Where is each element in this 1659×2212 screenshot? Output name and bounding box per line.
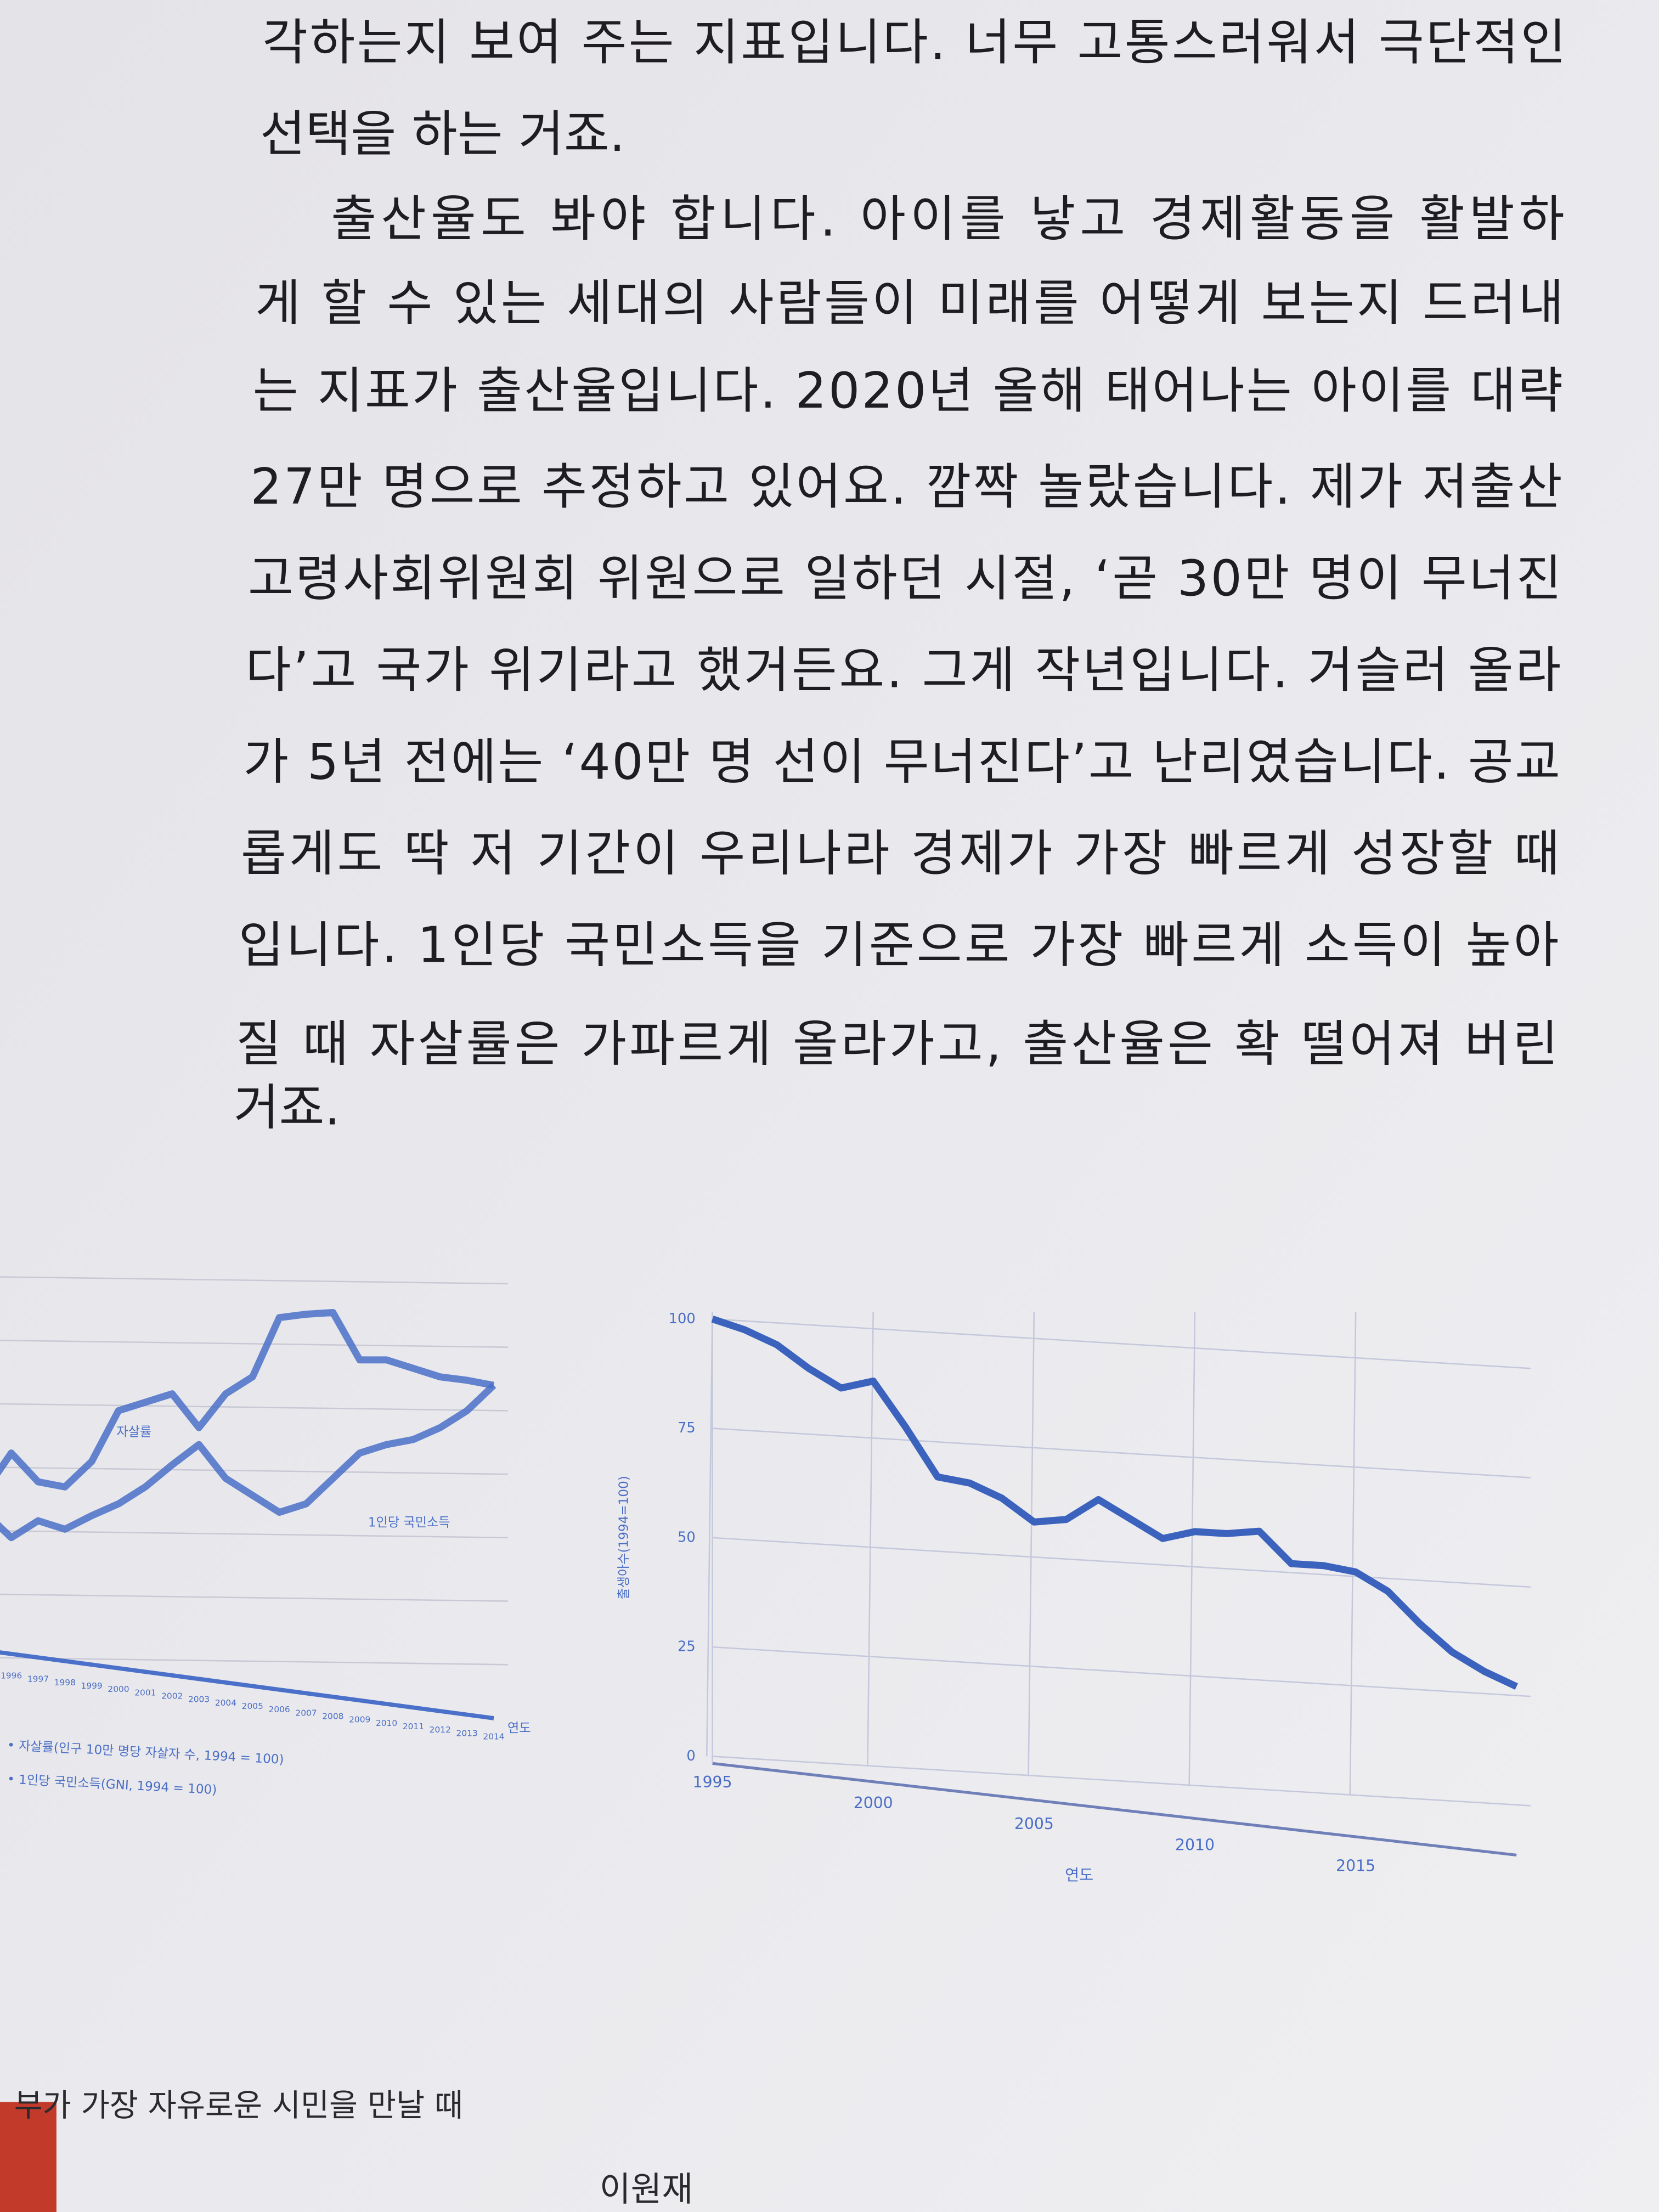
x-axis: [712, 1762, 1517, 1857]
text-line: 거죠.: [234, 1079, 340, 1136]
x-tick-label: 1998: [54, 1678, 76, 1688]
grid-line: [712, 1537, 1531, 1588]
text-line: 입니다. 1인당 국민소득을 기준으로 가장 빠르게 소득이 높아: [239, 917, 1559, 974]
x-tick-label: 2015: [1336, 1857, 1375, 1875]
x-tick-label: 2000: [854, 1794, 893, 1812]
text-line: 출산율도 봐야 합니다. 아이를 낳고 경제활동을 활발하: [331, 190, 1564, 247]
grid-line-decor: [0, 1466, 508, 1475]
series-line: [711, 1316, 1519, 1690]
text-line: 각하는지 보여 주는 지표입니다. 너무 고통스러워서 극단적인: [262, 14, 1566, 71]
y-tick-label: 75: [678, 1420, 696, 1436]
text-line: 고령사회위원회 위원으로 일하던 시절, ‘곧 30만 명이 무너진: [248, 550, 1562, 607]
grid-line: [712, 1646, 1531, 1697]
grid-line-decor: [0, 1276, 508, 1285]
grid-line: [1349, 1312, 1357, 1795]
grid-line: [706, 1312, 713, 1757]
x-tick-label: 2008: [322, 1712, 343, 1722]
x-tick-label: 2012: [430, 1725, 451, 1735]
x-axis: [0, 1650, 494, 1720]
x-axis-label: 연도: [507, 1722, 531, 1736]
grid-line-decor: [0, 1339, 508, 1348]
text-line: 롭게도 딱 저 기간이 우리나라 경제가 가장 빠르게 성장할 때: [241, 825, 1560, 883]
text-line: 가 5년 전에는 ‘40만 명 선이 무너진다’고 난리였습니다. 공교: [243, 733, 1560, 791]
x-tick-label: 2010: [376, 1718, 397, 1728]
grid-line-decor: [0, 1530, 508, 1539]
text-line: 질 때 자살률은 가파르게 올라가고, 출산율은 확 떨어져 버린: [236, 1015, 1558, 1073]
x-tick-label: 1997: [27, 1674, 49, 1684]
x-tick-label: 2001: [134, 1688, 156, 1697]
x-tick-label: 2005: [242, 1701, 263, 1711]
x-tick-label: 2011: [403, 1722, 424, 1731]
red-edge: [0, 2102, 57, 2212]
author: 이원재: [600, 2169, 693, 2209]
x-tick-label: 2000: [108, 1684, 129, 1694]
text-line: 선택을 하는 거죠.: [260, 105, 625, 163]
x-tick-label: 1996: [1, 1671, 22, 1680]
grid-line-decor: [0, 1593, 508, 1602]
charts: 1994199519961997199819992000200120022003…: [0, 1276, 1531, 1884]
x-tick-label: 2005: [1014, 1815, 1054, 1833]
x-tick-label: 2014: [483, 1732, 504, 1742]
x-tick-label: 2003: [188, 1695, 210, 1705]
x-tick-label: 2002: [161, 1691, 183, 1701]
x-tick-label: 1999: [81, 1681, 103, 1691]
x-tick-label: 1995: [693, 1773, 732, 1791]
y-axis-label: 출생아수(1994=100): [617, 1476, 631, 1600]
grid-line: [712, 1756, 1531, 1807]
grid-line: [712, 1427, 1531, 1479]
x-tick-label: 2006: [269, 1705, 290, 1714]
x-tick-label: 2009: [349, 1715, 370, 1725]
grid-line: [867, 1312, 874, 1767]
grid-line: [712, 1318, 1531, 1369]
series-line: [0, 1309, 495, 1491]
series-label: 1인당 국민소득: [368, 1515, 450, 1530]
x-tick-label: 2007: [295, 1708, 317, 1718]
grid-line-decor: [0, 1657, 508, 1666]
grid-line-decor: [0, 1403, 508, 1412]
grid-line: [1188, 1312, 1196, 1786]
y-tick-label: 0: [686, 1748, 695, 1764]
x-tick-label: 2013: [456, 1728, 478, 1738]
y-tick-label: 50: [678, 1529, 696, 1545]
x-tick-label: 2010: [1175, 1836, 1215, 1854]
y-tick-label: 25: [678, 1639, 696, 1655]
x-tick-label: 2004: [215, 1698, 236, 1708]
text-line: 는 지표가 출산율입니다. 2020년 올해 태어나는 아이를 대략: [253, 362, 1563, 420]
series-label: 자살률: [116, 1425, 151, 1440]
text-line: 게 할 수 있는 세대의 사람들이 미래를 어떻게 보는지 드러내: [255, 275, 1564, 332]
book-title: 부가 가장 자유로운 시민을 만날 때: [14, 2087, 463, 2124]
grid-line: [1028, 1312, 1035, 1776]
y-tick-label: 100: [669, 1311, 696, 1327]
x-axis-label: 연도: [1065, 1866, 1093, 1884]
series-line: [0, 1383, 496, 1542]
